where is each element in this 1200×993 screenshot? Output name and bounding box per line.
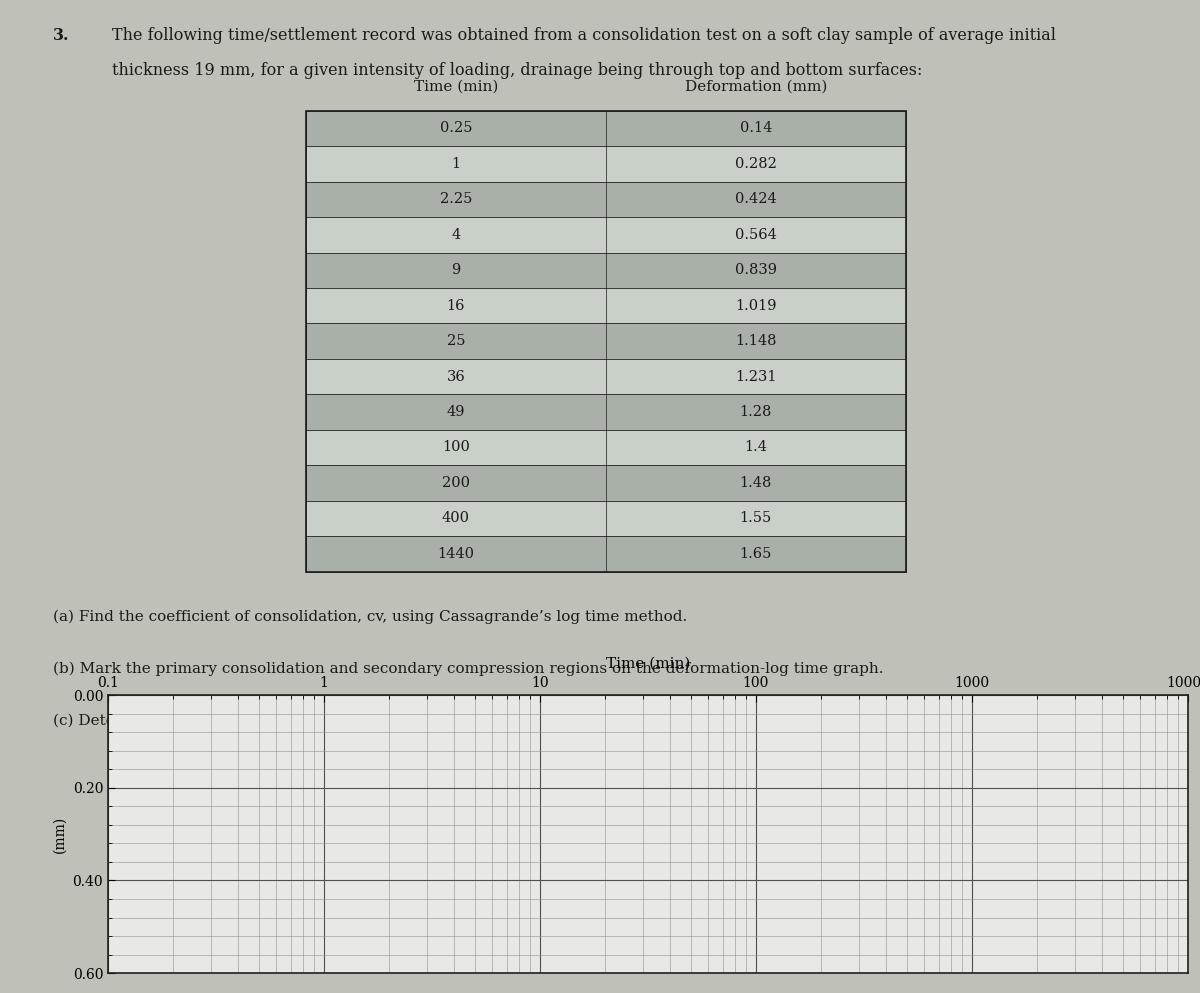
Bar <box>306 324 906 358</box>
Text: 400: 400 <box>442 511 470 525</box>
Text: 9: 9 <box>451 263 461 277</box>
Bar <box>306 500 906 536</box>
Text: 25: 25 <box>446 335 466 349</box>
Bar <box>306 111 906 146</box>
Text: 1.55: 1.55 <box>739 511 772 525</box>
Text: 36: 36 <box>446 369 466 383</box>
Text: Deformation (mm): Deformation (mm) <box>685 79 827 93</box>
Text: 1.231: 1.231 <box>736 369 776 383</box>
Bar <box>306 182 906 217</box>
Text: (c) Determine the secondary compression index (Cₐ).: (c) Determine the secondary compression … <box>53 714 463 729</box>
Text: 0.424: 0.424 <box>734 193 776 207</box>
Bar <box>306 288 906 324</box>
Text: (a) Find the coefficient of consolidation, cv, using Cassagrande’s log time meth: (a) Find the coefficient of consolidatio… <box>53 610 688 625</box>
Text: 16: 16 <box>446 299 466 313</box>
Text: Time (min): Time (min) <box>414 79 498 93</box>
Text: 1.65: 1.65 <box>739 547 772 561</box>
Y-axis label: (mm): (mm) <box>53 815 67 853</box>
Text: 3.: 3. <box>53 28 70 45</box>
Text: (b) Mark the primary consolidation and secondary compression regions on the defo: (b) Mark the primary consolidation and s… <box>53 662 883 676</box>
Text: 1.4: 1.4 <box>744 441 767 455</box>
Text: 100: 100 <box>442 441 470 455</box>
Bar <box>306 536 906 572</box>
Text: 0.14: 0.14 <box>739 121 772 135</box>
Text: 0.564: 0.564 <box>734 227 776 241</box>
Bar <box>306 465 906 500</box>
Bar <box>306 217 906 252</box>
Text: 0.839: 0.839 <box>734 263 776 277</box>
Text: 1.019: 1.019 <box>736 299 776 313</box>
Text: 2.25: 2.25 <box>439 193 472 207</box>
Bar <box>306 146 906 182</box>
Text: 4: 4 <box>451 227 461 241</box>
Text: thickness 19 mm, for a given intensity of loading, drainage being through top an: thickness 19 mm, for a given intensity o… <box>112 62 923 79</box>
Bar <box>306 252 906 288</box>
Text: The following time/settlement record was obtained from a consolidation test on a: The following time/settlement record was… <box>112 28 1056 45</box>
Text: 0.25: 0.25 <box>439 121 472 135</box>
Text: 200: 200 <box>442 476 470 490</box>
Bar <box>306 358 906 394</box>
X-axis label: Time (min): Time (min) <box>606 657 690 671</box>
Text: 1.48: 1.48 <box>739 476 772 490</box>
Text: 1.28: 1.28 <box>739 405 772 419</box>
Text: 1: 1 <box>451 157 461 171</box>
Text: 1440: 1440 <box>438 547 474 561</box>
Bar <box>306 430 906 465</box>
Text: 0.282: 0.282 <box>734 157 776 171</box>
Text: 1.148: 1.148 <box>736 335 776 349</box>
Bar <box>306 394 906 430</box>
Text: 49: 49 <box>446 405 466 419</box>
Bar <box>306 111 906 572</box>
